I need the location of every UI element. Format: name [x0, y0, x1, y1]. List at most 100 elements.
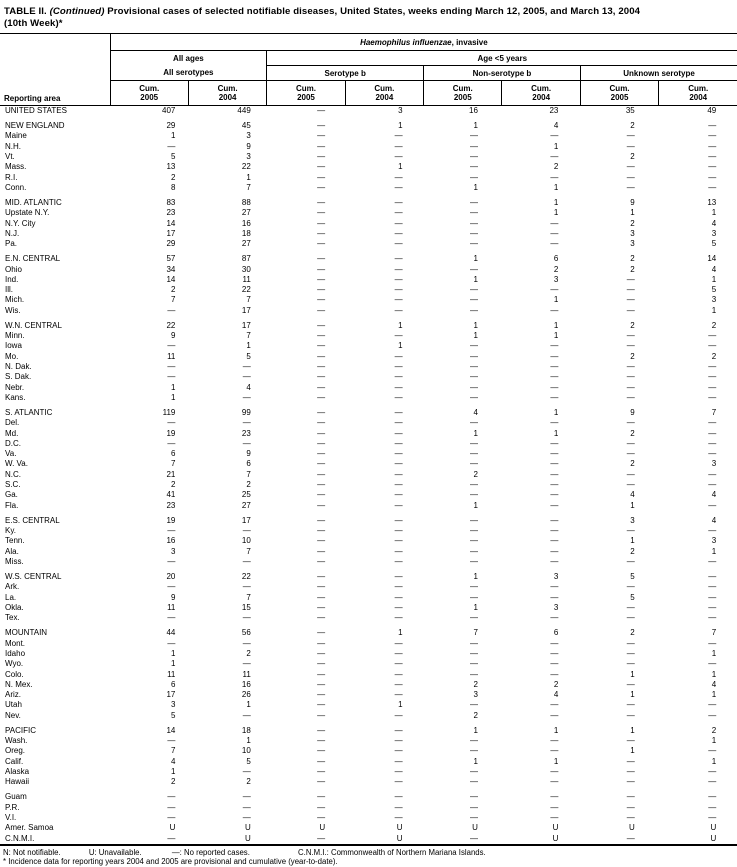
value-cell: —: [550, 372, 559, 382]
value-cell: —: [469, 151, 478, 161]
non-serotype-b-header: Non-serotype b: [423, 65, 581, 81]
value-cell: —: [317, 582, 326, 592]
value-cell: —: [626, 469, 635, 479]
value-cell: —: [626, 172, 635, 182]
value-cell: —: [394, 362, 403, 372]
table-row: Nev. 5 — — — 2 — — —: [0, 711, 737, 721]
reporting-area-cell: Mich.: [5, 295, 25, 305]
value-cell: —: [317, 602, 326, 612]
cum-2005-header: Cum. 2005: [423, 80, 502, 106]
value-cell: 23: [166, 208, 176, 218]
table-row: Ala. 3 7 — — — — 2 1: [0, 547, 737, 557]
value-cell: 1: [630, 725, 635, 735]
value-cell: 2: [246, 648, 251, 658]
value-cell: —: [394, 536, 403, 546]
header-spacer: [0, 66, 110, 81]
value-cell: 2: [553, 679, 559, 689]
value-cell: —: [394, 172, 403, 182]
value-cell: 5: [246, 756, 251, 766]
disease-name-italic: Haemophilus influenzae: [360, 37, 452, 47]
reporting-area-cell: Calif.: [5, 756, 24, 766]
reporting-area-cell: V.I.: [5, 812, 17, 822]
value-cell: —: [469, 197, 478, 207]
reporting-area-cell: Pa.: [5, 239, 18, 249]
legend-no-reported-cases: —: No reported cases.: [171, 847, 250, 857]
table-row: Ind. 14 11 — — 1 3 — 1: [0, 275, 737, 285]
value-cell: —: [708, 151, 717, 161]
table-row: Ill. 2 22— — — — —5: [0, 285, 737, 295]
reporting-area-cell: Ohio: [5, 264, 22, 274]
table-row: S. ATLANTIC 119 99 — — 4 1 9 7: [0, 408, 737, 418]
value-cell: 7: [170, 746, 176, 756]
value-cell: —: [394, 812, 403, 822]
value-cell: 27: [241, 208, 251, 218]
value-cell: 1: [473, 254, 478, 264]
value-cell: —: [469, 736, 478, 746]
value-cell: —: [550, 736, 559, 746]
value-cell: —: [317, 812, 326, 822]
reporting-area-cell: Vt.: [5, 151, 15, 161]
value-cell: —: [550, 812, 559, 822]
value-cell: —: [550, 418, 559, 428]
reporting-area-cell: Del.: [5, 418, 20, 428]
value-cell: 7: [246, 546, 251, 556]
value-cell: —: [708, 812, 717, 822]
value-cell: —: [317, 700, 326, 710]
value-cell: —: [394, 182, 403, 192]
value-cell: 19: [166, 428, 176, 438]
table-row: Colo. 11 11— — — —1 1: [0, 670, 737, 680]
reporting-area-header: Reporting area: [0, 80, 110, 106]
cum-2005-header: Cum. 2005: [266, 80, 346, 106]
value-cell: 1: [398, 628, 403, 638]
value-cell: 5: [630, 592, 635, 602]
reporting-area-cell: Hawaii: [5, 777, 30, 787]
reporting-area-cell: Iowa: [5, 341, 22, 351]
value-cell: 1: [170, 131, 176, 141]
value-cell: —: [469, 351, 478, 361]
table-row: Wis. — 17 — — — — — 1: [0, 306, 737, 316]
value-cell: 20: [166, 572, 176, 582]
value-cell: —: [550, 792, 559, 802]
value-cell: —: [469, 592, 478, 602]
value-cell: 1: [711, 669, 717, 679]
value-cell: U: [710, 833, 717, 843]
value-cell: 1: [553, 197, 559, 207]
value-cell: 5: [711, 285, 717, 295]
value-cell: —: [469, 536, 478, 546]
value-cell: —: [317, 197, 326, 207]
value-cell: 3: [473, 690, 478, 700]
value-cell: —: [469, 802, 478, 812]
value-cell: 1: [473, 602, 478, 612]
reporting-area-cell: S. ATLANTIC: [5, 408, 53, 417]
value-cell: —: [708, 331, 717, 341]
value-cell: 11: [242, 274, 251, 284]
value-cell: 1: [170, 392, 176, 402]
value-cell: —: [550, 536, 559, 546]
value-cell: —: [317, 372, 326, 382]
value-cell: 4: [553, 121, 559, 131]
reporting-area-cell: Upstate N.Y.: [5, 208, 50, 218]
reporting-area-cell: Conn.: [5, 182, 27, 192]
value-cell: U: [396, 823, 403, 833]
value-cell: 1: [553, 408, 559, 417]
value-cell: 2: [630, 218, 635, 228]
value-cell: —: [317, 449, 326, 459]
age-under-5-header: Age <5 years: [266, 50, 737, 66]
reporting-area-cell: R.I.: [5, 172, 18, 182]
value-cell: 449: [237, 106, 251, 115]
value-cell: 34: [166, 264, 176, 274]
value-cell: —: [626, 802, 635, 812]
value-cell: —: [317, 438, 326, 448]
value-cell: 1: [553, 756, 559, 766]
value-cell: —: [317, 756, 326, 766]
value-cell: 1: [711, 208, 717, 218]
value-cell: 1: [473, 121, 478, 131]
value-cell: 83: [166, 197, 176, 207]
reporting-area-cell: N.J.: [5, 228, 20, 238]
value-cell: —: [394, 756, 403, 766]
value-cell: 2: [711, 320, 717, 330]
value-cell: 26: [241, 690, 251, 700]
value-cell: 45: [241, 121, 251, 131]
unknown-serotype-header: Unknown serotype: [579, 65, 737, 81]
table-row: N. Dak. — — — — — — — —: [0, 362, 737, 372]
